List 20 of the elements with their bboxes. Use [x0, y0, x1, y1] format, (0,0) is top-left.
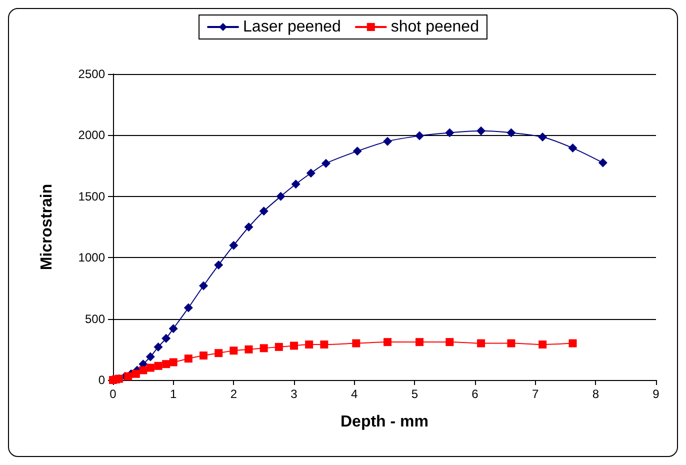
y-axis-title: Microstrain [38, 184, 56, 270]
x-axis-title: Depth - mm [340, 414, 428, 430]
y-tick-label: 1500 [78, 189, 106, 204]
y-tick-label: 0 [98, 373, 106, 387]
y-tick-label: 1000 [78, 250, 106, 265]
legend-label: shot peened [390, 18, 479, 36]
y-tick-label: 2000 [78, 128, 106, 142]
x-tick-label: 3 [290, 387, 298, 401]
y-tick-label: 2500 [78, 67, 106, 81]
x-tick-label: 7 [532, 387, 539, 401]
x-tick-label: 4 [350, 387, 358, 401]
x-tick-label: 5 [411, 387, 418, 401]
x-tick-label: 6 [472, 387, 479, 401]
legend-label: Laser peened [243, 18, 341, 36]
x-tick-label: 2 [230, 387, 238, 401]
y-tick-label: 500 [84, 312, 106, 326]
x-tick-label: 9 [652, 387, 660, 401]
x-tick-label: 8 [592, 387, 600, 401]
x-tick-label: 1 [170, 387, 177, 401]
x-tick-label: 0 [110, 387, 117, 401]
